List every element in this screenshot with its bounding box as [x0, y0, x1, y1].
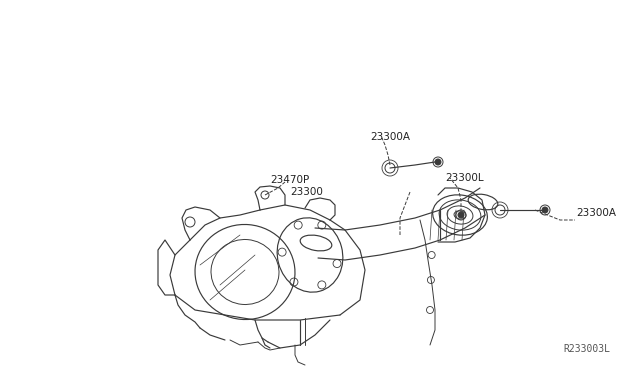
Text: 23300A: 23300A: [576, 208, 616, 218]
Circle shape: [458, 212, 464, 218]
Text: 23300: 23300: [290, 187, 323, 197]
Text: R233003L: R233003L: [563, 344, 610, 354]
Circle shape: [435, 159, 441, 165]
Text: 23470P: 23470P: [270, 175, 309, 185]
Text: 23300A: 23300A: [370, 132, 410, 142]
Text: 23300L: 23300L: [445, 173, 484, 183]
Circle shape: [542, 207, 548, 213]
